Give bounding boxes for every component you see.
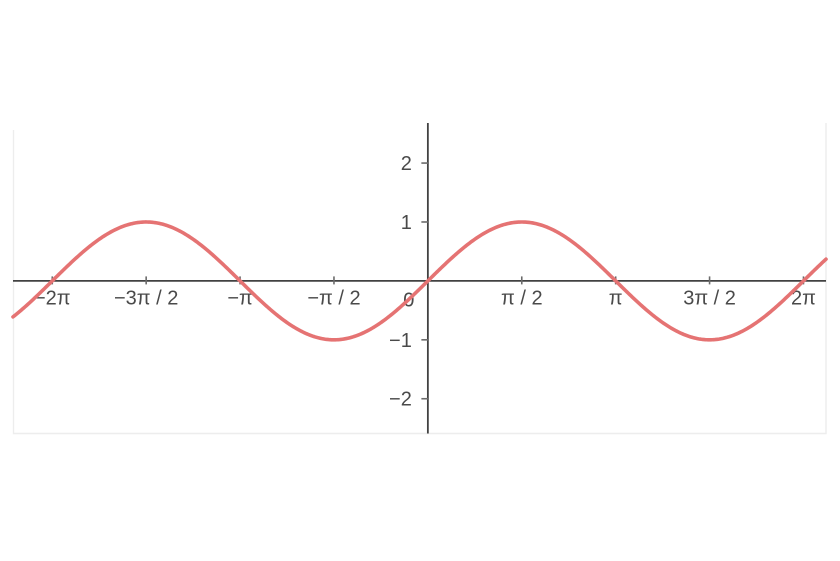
x-tick-label: −π / 2 (307, 287, 360, 309)
y-tick-label: 1 (401, 212, 412, 234)
x-tick-label: 2π (791, 287, 816, 309)
y-tick-label: 2 (401, 153, 412, 175)
y-tick-label: −2 (389, 389, 412, 411)
x-tick-label: π / 2 (501, 287, 543, 309)
plot-area-border (12, 123, 827, 435)
y-tick-label: −1 (389, 330, 412, 352)
sine-curve (11, 220, 828, 342)
x-tick-label: −2π (34, 287, 71, 309)
x-tick-label: 3π / 2 (683, 287, 736, 309)
x-tick-label: π (609, 287, 623, 309)
x-tick-label: −π (227, 287, 252, 309)
x-tick-label: −3π / 2 (114, 287, 178, 309)
